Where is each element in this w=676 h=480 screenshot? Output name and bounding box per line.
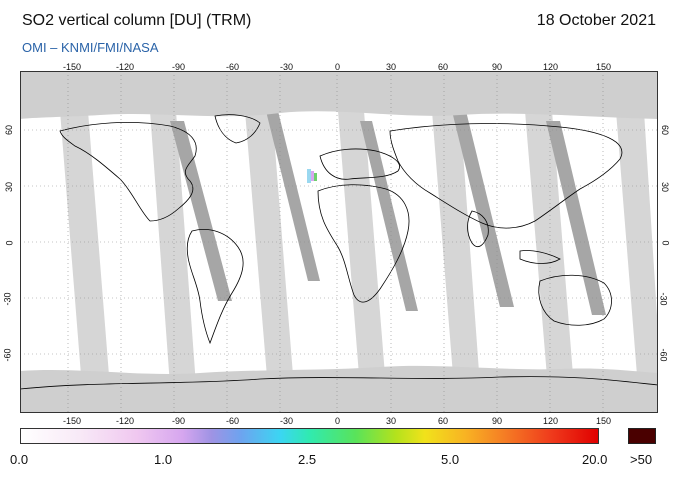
lon-tick-label: -90 xyxy=(172,62,186,72)
swath-gap xyxy=(360,121,418,311)
colorbar-label: 5.0 xyxy=(441,452,460,467)
lat-tick-label: 30 xyxy=(660,181,671,193)
map-title: SO2 vertical column [DU] (TRM) xyxy=(22,12,252,29)
swath xyxy=(150,111,198,413)
lat-tick-label: -60 xyxy=(2,348,13,362)
lat-tick-label: 60 xyxy=(4,124,15,136)
south-america-outline xyxy=(186,229,244,345)
swath xyxy=(525,111,576,413)
lon-tick-label: 120 xyxy=(543,62,559,72)
map-date: 18 October 2021 xyxy=(536,12,656,29)
colorbar-label: 1.0 xyxy=(154,452,173,467)
coastlines xyxy=(20,114,658,390)
lat-tick-label: 0 xyxy=(4,240,15,246)
graticule xyxy=(20,71,658,413)
lon-tick-label: -120 xyxy=(116,62,135,72)
lon-tick-label: 30 xyxy=(386,62,397,72)
map-canvas xyxy=(20,71,658,413)
colorbar-label: 20.0 xyxy=(582,452,608,467)
lon-tick-label: -90 xyxy=(172,416,186,426)
north-polar-no-data xyxy=(20,71,658,119)
lat-tick-label: 0 xyxy=(660,240,671,246)
lon-tick-label: -60 xyxy=(226,416,240,426)
lat-tick-label: -30 xyxy=(658,292,669,306)
gap-swaths xyxy=(170,111,606,315)
australia-outline xyxy=(538,274,612,326)
colorbar-overflow-swatch xyxy=(628,428,656,444)
swath-gap xyxy=(266,111,320,281)
lon-tick-label: 150 xyxy=(596,62,612,72)
lat-tick-label: -60 xyxy=(658,348,669,362)
lat-tick-label: 60 xyxy=(660,124,671,136)
colorbar-overflow-label: >50 xyxy=(630,452,653,467)
south-polar-no-data xyxy=(20,365,658,413)
lon-tick-label: 150 xyxy=(596,416,612,426)
greenland-outline xyxy=(214,114,261,144)
lon-tick-label: -150 xyxy=(63,416,82,426)
lon-tick-label: -60 xyxy=(226,62,240,72)
lon-tick-label: -30 xyxy=(280,62,294,72)
lon-tick-label: 60 xyxy=(438,416,449,426)
europe-outline xyxy=(319,148,400,180)
lon-tick-label: 90 xyxy=(492,62,503,72)
swath-gap xyxy=(546,121,606,315)
colorbar-label: 2.5 xyxy=(298,452,317,467)
so2-signal xyxy=(307,169,317,183)
lat-tick-label: -30 xyxy=(2,292,13,306)
so2-pixel xyxy=(314,173,317,181)
colorbar xyxy=(20,428,599,444)
lon-tick-label: -150 xyxy=(63,62,82,72)
no-data-swaths xyxy=(60,111,658,413)
so2-map xyxy=(20,71,658,413)
lon-tick-label: -120 xyxy=(116,416,135,426)
swath xyxy=(60,111,112,413)
swath-gap xyxy=(452,111,514,307)
antarctica-outline xyxy=(20,376,658,390)
swath-gap xyxy=(170,121,232,301)
swath xyxy=(338,111,388,413)
data-credit: OMI – KNMI/FMI/NASA xyxy=(22,40,159,55)
swath xyxy=(616,111,658,413)
colorbar-label: 0.0 xyxy=(10,452,29,467)
indonesia-outline xyxy=(519,250,561,264)
africa-outline xyxy=(317,184,410,303)
swath xyxy=(245,111,296,413)
swath xyxy=(432,111,482,413)
asia-outline xyxy=(389,123,623,229)
map-frame xyxy=(20,71,658,413)
lon-tick-label: 60 xyxy=(438,62,449,72)
lon-tick-label: 0 xyxy=(335,416,341,426)
lon-tick-label: 30 xyxy=(386,416,397,426)
india-outline xyxy=(467,210,489,248)
lon-tick-label: 0 xyxy=(335,62,341,72)
lon-tick-label: -30 xyxy=(280,416,294,426)
lat-tick-label: 30 xyxy=(4,181,15,193)
lon-tick-label: 90 xyxy=(492,416,503,426)
lon-tick-label: 120 xyxy=(543,416,559,426)
so2-pixel xyxy=(307,169,311,183)
so2-pixel xyxy=(311,171,314,181)
north-america-outline xyxy=(59,121,197,222)
